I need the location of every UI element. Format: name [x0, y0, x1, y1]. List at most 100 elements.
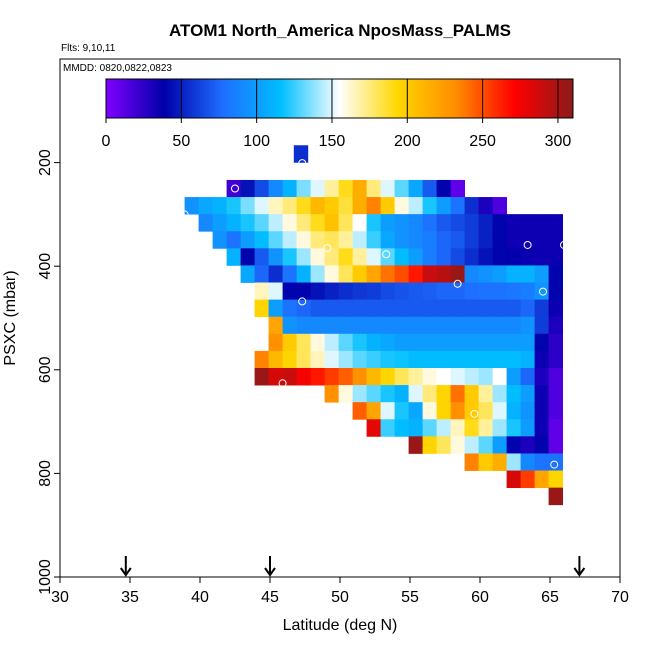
- heatmap-cell: [464, 453, 479, 471]
- heatmap-cell: [380, 385, 395, 403]
- heatmap-cell: [338, 265, 353, 283]
- heatmap-cell: [380, 299, 395, 318]
- heatmap-cell: [408, 402, 423, 420]
- heatmap-cell: [268, 282, 283, 301]
- heatmap-cell: [296, 367, 311, 386]
- heatmap-cell: [478, 265, 493, 283]
- heatmap-cell: [464, 299, 479, 318]
- y-tick-label: 1000: [37, 559, 54, 595]
- heatmap-cell: [296, 282, 311, 301]
- heatmap-cell: [268, 231, 283, 249]
- heatmap-cell: [296, 179, 311, 198]
- heatmap-cell: [534, 470, 549, 489]
- y-tick-label: 600: [37, 356, 54, 383]
- y-tick-label: 800: [37, 460, 54, 487]
- heatmap-cell: [478, 419, 493, 437]
- flight-point: [278, 379, 287, 388]
- heatmap-cell: [394, 333, 409, 352]
- heatmap-cell: [226, 179, 241, 198]
- heatmap-cell: [506, 248, 521, 266]
- heatmap-cell: [534, 248, 549, 266]
- heatmap-cell: [506, 214, 521, 232]
- heatmap-cell: [352, 231, 367, 249]
- heatmap-cell: [450, 419, 465, 437]
- heatmap-cell: [352, 214, 367, 232]
- flight-point: [466, 470, 475, 479]
- heatmap-cell: [268, 248, 283, 266]
- heatmap-cell: [478, 316, 493, 335]
- heatmap-cell: [492, 214, 507, 232]
- heatmap-cell: [282, 350, 297, 369]
- heatmap-cell: [296, 197, 311, 215]
- heatmap-cell: [380, 316, 395, 335]
- heatmap-cell: [338, 179, 353, 198]
- heatmap-cell: [422, 197, 437, 215]
- heatmap-cell: [366, 197, 381, 215]
- heatmap-cell: [310, 350, 325, 369]
- heatmap-cell: [282, 333, 297, 352]
- heatmap-cell: [310, 367, 325, 386]
- heatmap-cell: [408, 316, 423, 335]
- heatmap-cell: [464, 248, 479, 266]
- heatmap-cell: [268, 265, 283, 283]
- heatmap-cell: [534, 333, 549, 352]
- heatmap-cell: [506, 265, 521, 283]
- heatmap-cell: [450, 265, 465, 283]
- heatmap-cell: [478, 367, 493, 386]
- heatmap-cell: [450, 248, 465, 266]
- heatmap-cell: [380, 197, 395, 215]
- heatmap-cell: [352, 265, 367, 283]
- heatmap-cell: [338, 316, 353, 335]
- heatmap-cell: [492, 248, 507, 266]
- flight-point: [453, 279, 462, 288]
- heatmap-cell: [534, 385, 549, 403]
- heatmap-cell: [394, 231, 409, 249]
- heatmap-cell: [352, 316, 367, 335]
- heatmap-cell: [268, 367, 283, 386]
- heatmap-cell: [352, 402, 367, 420]
- heatmap-cell: [324, 179, 339, 198]
- heatmap-cell: [548, 470, 563, 489]
- heatmap-cell: [408, 385, 423, 403]
- heatmap-cell: [534, 282, 549, 301]
- heatmap-cell: [422, 231, 437, 249]
- heatmap-cell: [366, 299, 381, 318]
- x-tick-label: 40: [191, 589, 209, 606]
- flight-point: [382, 250, 391, 259]
- colorbar-tick-label: 200: [394, 133, 421, 150]
- heatmap-cell: [450, 282, 465, 301]
- latitude-arrow: [264, 556, 276, 577]
- heatmap-cell: [450, 231, 465, 249]
- heatmap-cell: [478, 282, 493, 301]
- heatmap-cell: [506, 316, 521, 335]
- heatmap-cell: [450, 299, 465, 318]
- flight-point: [361, 167, 370, 176]
- heatmap-cells: [184, 145, 563, 506]
- heatmap-cell: [282, 367, 297, 386]
- heatmap-cell: [492, 282, 507, 301]
- heatmap-cell: [366, 333, 381, 352]
- heatmap-cell: [352, 299, 367, 318]
- heatmap-cell: [492, 231, 507, 249]
- heatmap-cell: [240, 214, 255, 232]
- heatmap-cell: [310, 316, 325, 335]
- flights-label: Flts: 9,10,11: [61, 43, 116, 54]
- heatmap-cell: [464, 385, 479, 403]
- heatmap-cell: [212, 231, 227, 249]
- heatmap-cell: [506, 385, 521, 403]
- heatmap-cell: [506, 231, 521, 249]
- heatmap-cell: [464, 350, 479, 369]
- heatmap-cell: [240, 248, 255, 266]
- heatmap-cell: [520, 402, 535, 420]
- colorbar-tick-label: 150: [319, 133, 346, 150]
- heatmap-cell: [492, 350, 507, 369]
- heatmap-cell: [520, 436, 535, 454]
- heatmap-cell: [464, 316, 479, 335]
- heatmap-cell: [520, 367, 535, 386]
- heatmap-cell: [268, 316, 283, 335]
- heatmap-cell: [548, 316, 563, 335]
- heatmap-cell: [380, 350, 395, 369]
- heatmap-cell: [548, 214, 563, 232]
- heatmap-cell: [478, 436, 493, 454]
- heatmap-cell: [254, 214, 269, 232]
